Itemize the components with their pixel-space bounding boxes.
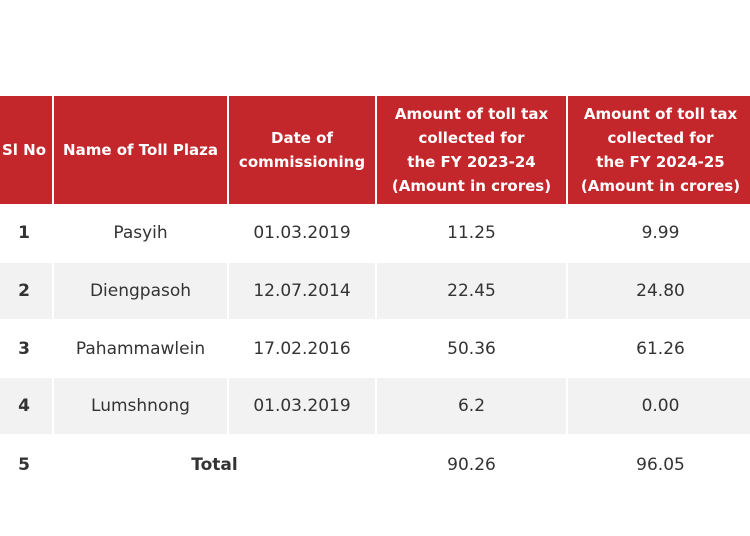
cell-text: 22.45 (447, 281, 496, 301)
body-cell: 12.07.2014 (229, 263, 375, 319)
header-text: Amount of toll tax (394, 105, 549, 123)
total-sl: 5 (0, 436, 52, 494)
body-cell: Lumshnong (54, 378, 227, 434)
header-cell: Amount of toll tax collected for the FY 20… (377, 96, 566, 204)
header-cell: Amount of toll tax collected for the FY 20… (568, 96, 750, 204)
cell-text: 01.03.2019 (253, 223, 351, 243)
header-text: collected for (418, 129, 525, 147)
total-label: Total (54, 436, 375, 494)
cell-text: Lumshnong (91, 396, 190, 416)
cell-text: 61.26 (636, 339, 685, 359)
cell-text: Total (191, 455, 238, 475)
body-cell: 01.03.2019 (229, 378, 375, 434)
header-cell: Date of commissioning (229, 96, 375, 204)
cell-text: 90.26 (447, 455, 496, 475)
cell-text: 1 (18, 223, 30, 243)
cell-text: 6.2 (457, 396, 486, 416)
body-cell: 11.25 (377, 205, 566, 261)
header-text: Name of Toll Plaza (63, 141, 218, 159)
body-cell: 6.2 (377, 378, 566, 434)
body-cell: Pasyih (54, 205, 227, 261)
header-text: (Amount in crores) (580, 177, 741, 195)
cell-text: Pahammawlein (75, 339, 206, 359)
header-text: Amount of toll tax (583, 105, 738, 123)
body-cell: 4 (0, 378, 52, 434)
cell-text: 96.05 (636, 455, 685, 475)
body-cell: 01.03.2019 (229, 205, 375, 261)
cell-text: 9.99 (641, 223, 680, 243)
total-value: 90.26 (377, 436, 566, 494)
header-text: (Amount in crores) (391, 177, 552, 195)
body-cell: Pahammawlein (54, 321, 227, 377)
body-cell: 9.99 (568, 205, 750, 261)
body-cell: 24.80 (568, 263, 750, 319)
cell-text: 3 (18, 339, 30, 359)
cell-text: 24.80 (636, 281, 685, 301)
cell-text: 17.02.2016 (253, 339, 351, 359)
body-cell: 61.26 (568, 321, 750, 377)
total-value: 96.05 (568, 436, 750, 494)
header-cell: Sl No (0, 96, 52, 204)
header-text: Date of (271, 129, 333, 147)
cell-text: 01.03.2019 (253, 396, 351, 416)
header-text: the FY 2023-24 (407, 153, 536, 171)
cell-text: 0.00 (641, 396, 680, 416)
cell-text: 5 (18, 455, 30, 475)
cell-text: 11.25 (447, 223, 496, 243)
cell-text: Pasyih (113, 223, 168, 243)
body-cell: 22.45 (377, 263, 566, 319)
body-cell: 1 (0, 205, 52, 261)
header-text: commissioning (238, 153, 366, 171)
header-cell: Name of Toll Plaza (54, 96, 227, 204)
header-text: collected for (607, 129, 714, 147)
cell-text: 2 (18, 281, 30, 301)
body-cell: 0.00 (568, 378, 750, 434)
body-cell: 2 (0, 263, 52, 319)
body-cell: 50.36 (377, 321, 566, 377)
body-cell: Diengpasoh (54, 263, 227, 319)
cell-text: Diengpasoh (89, 281, 192, 301)
body-cell: 3 (0, 321, 52, 377)
cell-text: 50.36 (447, 339, 496, 359)
header-text: Sl No (1, 141, 47, 159)
cell-text: 12.07.2014 (253, 281, 351, 301)
header-text: the FY 2024-25 (596, 153, 725, 171)
cell-text: 4 (18, 396, 30, 416)
body-cell: 17.02.2016 (229, 321, 375, 377)
